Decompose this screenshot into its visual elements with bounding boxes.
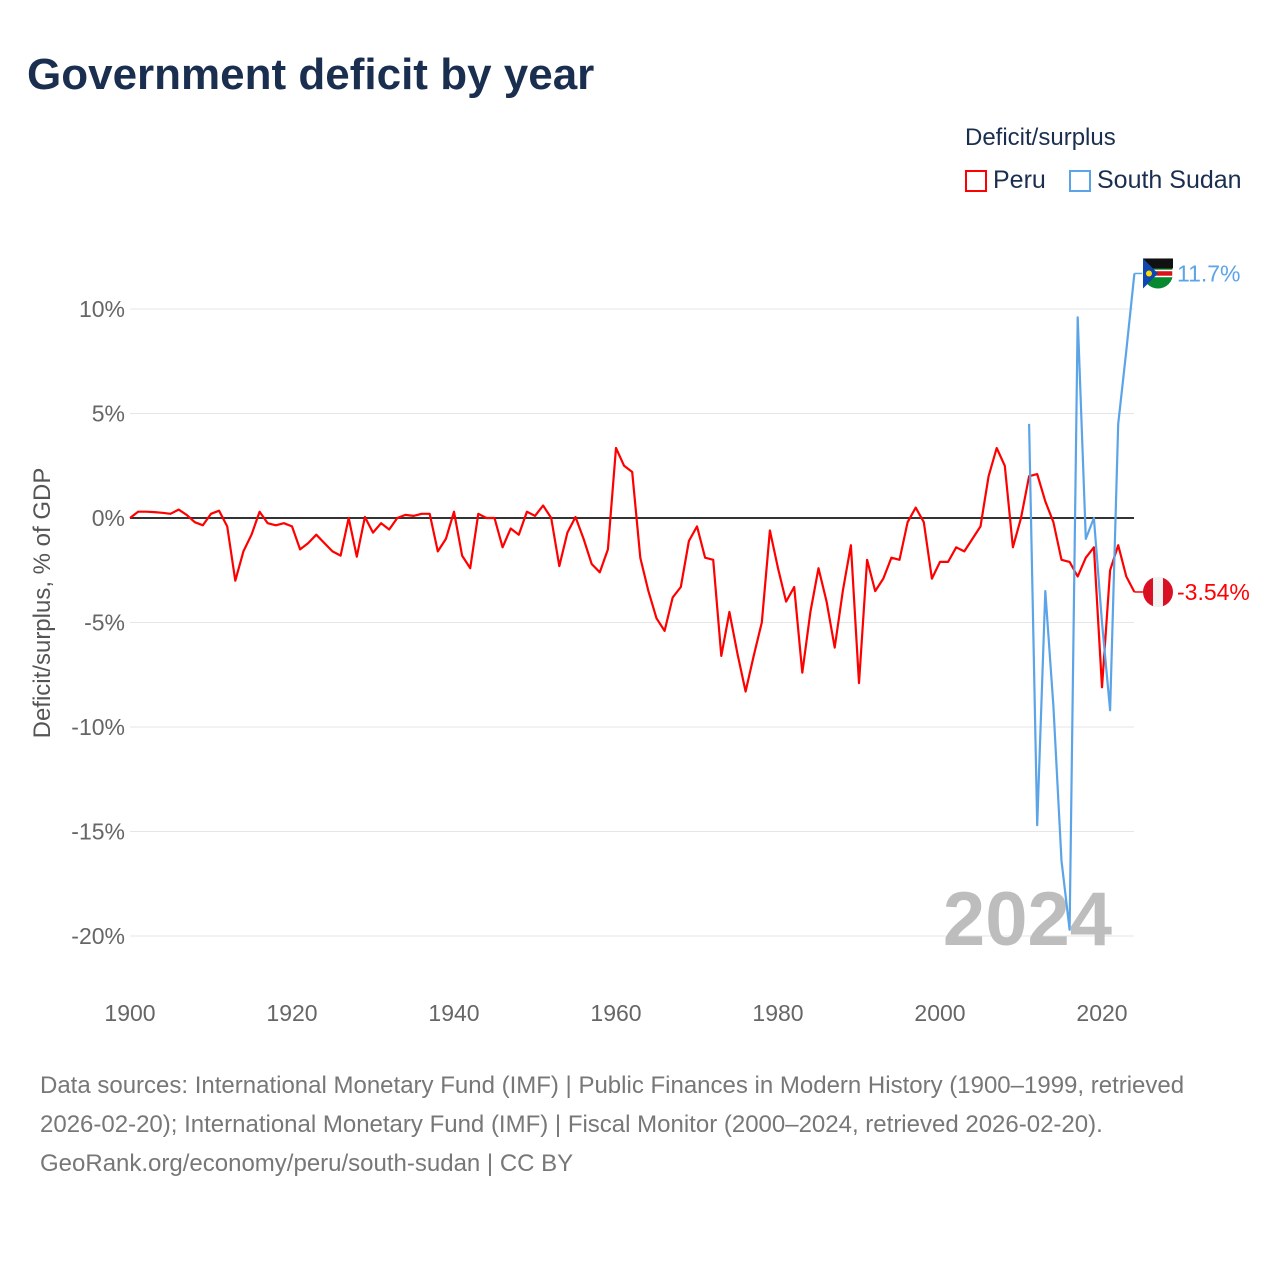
legend-label: Peru <box>993 166 1046 194</box>
legend-item-south-sudan[interactable]: South Sudan <box>1069 166 1242 195</box>
x-tick-label: 1920 <box>266 1000 317 1026</box>
credit-link[interactable]: GeoRank.org/economy/peru/south-sudan | C… <box>40 1150 574 1177</box>
legend-item-peru[interactable]: Peru <box>965 166 1046 195</box>
end-value-label-peru: -3.54% <box>1177 579 1250 605</box>
flag-stripe <box>1153 576 1163 607</box>
end-value-label-south-sudan: 11.7% <box>1177 260 1241 286</box>
x-tick-label: 1940 <box>428 1000 479 1026</box>
y-tick-label: 5% <box>92 401 125 427</box>
y-tick-label: -5% <box>84 610 125 636</box>
series-line-peru <box>129 446 1136 693</box>
legend-swatch-peru <box>965 169 987 192</box>
y-tick-label: -20% <box>71 923 125 949</box>
series-line-south-sudan <box>1028 273 1136 931</box>
legend-label: South Sudan <box>1097 166 1242 194</box>
legend-title: Deficit/surplus <box>965 124 1116 151</box>
flag-stripe <box>1143 258 1173 269</box>
year-watermark: 2024 <box>943 877 1112 962</box>
x-tick-label: 2020 <box>1076 1000 1127 1026</box>
x-tick-label: 1980 <box>752 1000 803 1026</box>
footer: Data sources: International Monetary Fun… <box>40 1066 1240 1183</box>
flag-star <box>1146 270 1152 277</box>
y-tick-label: -10% <box>71 714 125 740</box>
y-tick-label: -15% <box>71 819 125 845</box>
flag-south-sudan-icon <box>1142 258 1174 289</box>
y-axis-label: Deficit/surplus, % of GDP <box>29 468 56 739</box>
chart-title: Government deficit by year <box>27 50 595 99</box>
data-sources: Data sources: International Monetary Fun… <box>40 1072 1185 1138</box>
x-tick-label: 2000 <box>914 1000 965 1026</box>
x-tick-label: 1900 <box>104 1000 155 1026</box>
legend-swatch-south-sudan <box>1069 169 1091 192</box>
y-tick-label: 0% <box>92 505 125 531</box>
x-tick-label: 1960 <box>590 1000 641 1026</box>
y-tick-label: 10% <box>79 296 125 322</box>
flag-peru-icon <box>1143 576 1173 607</box>
